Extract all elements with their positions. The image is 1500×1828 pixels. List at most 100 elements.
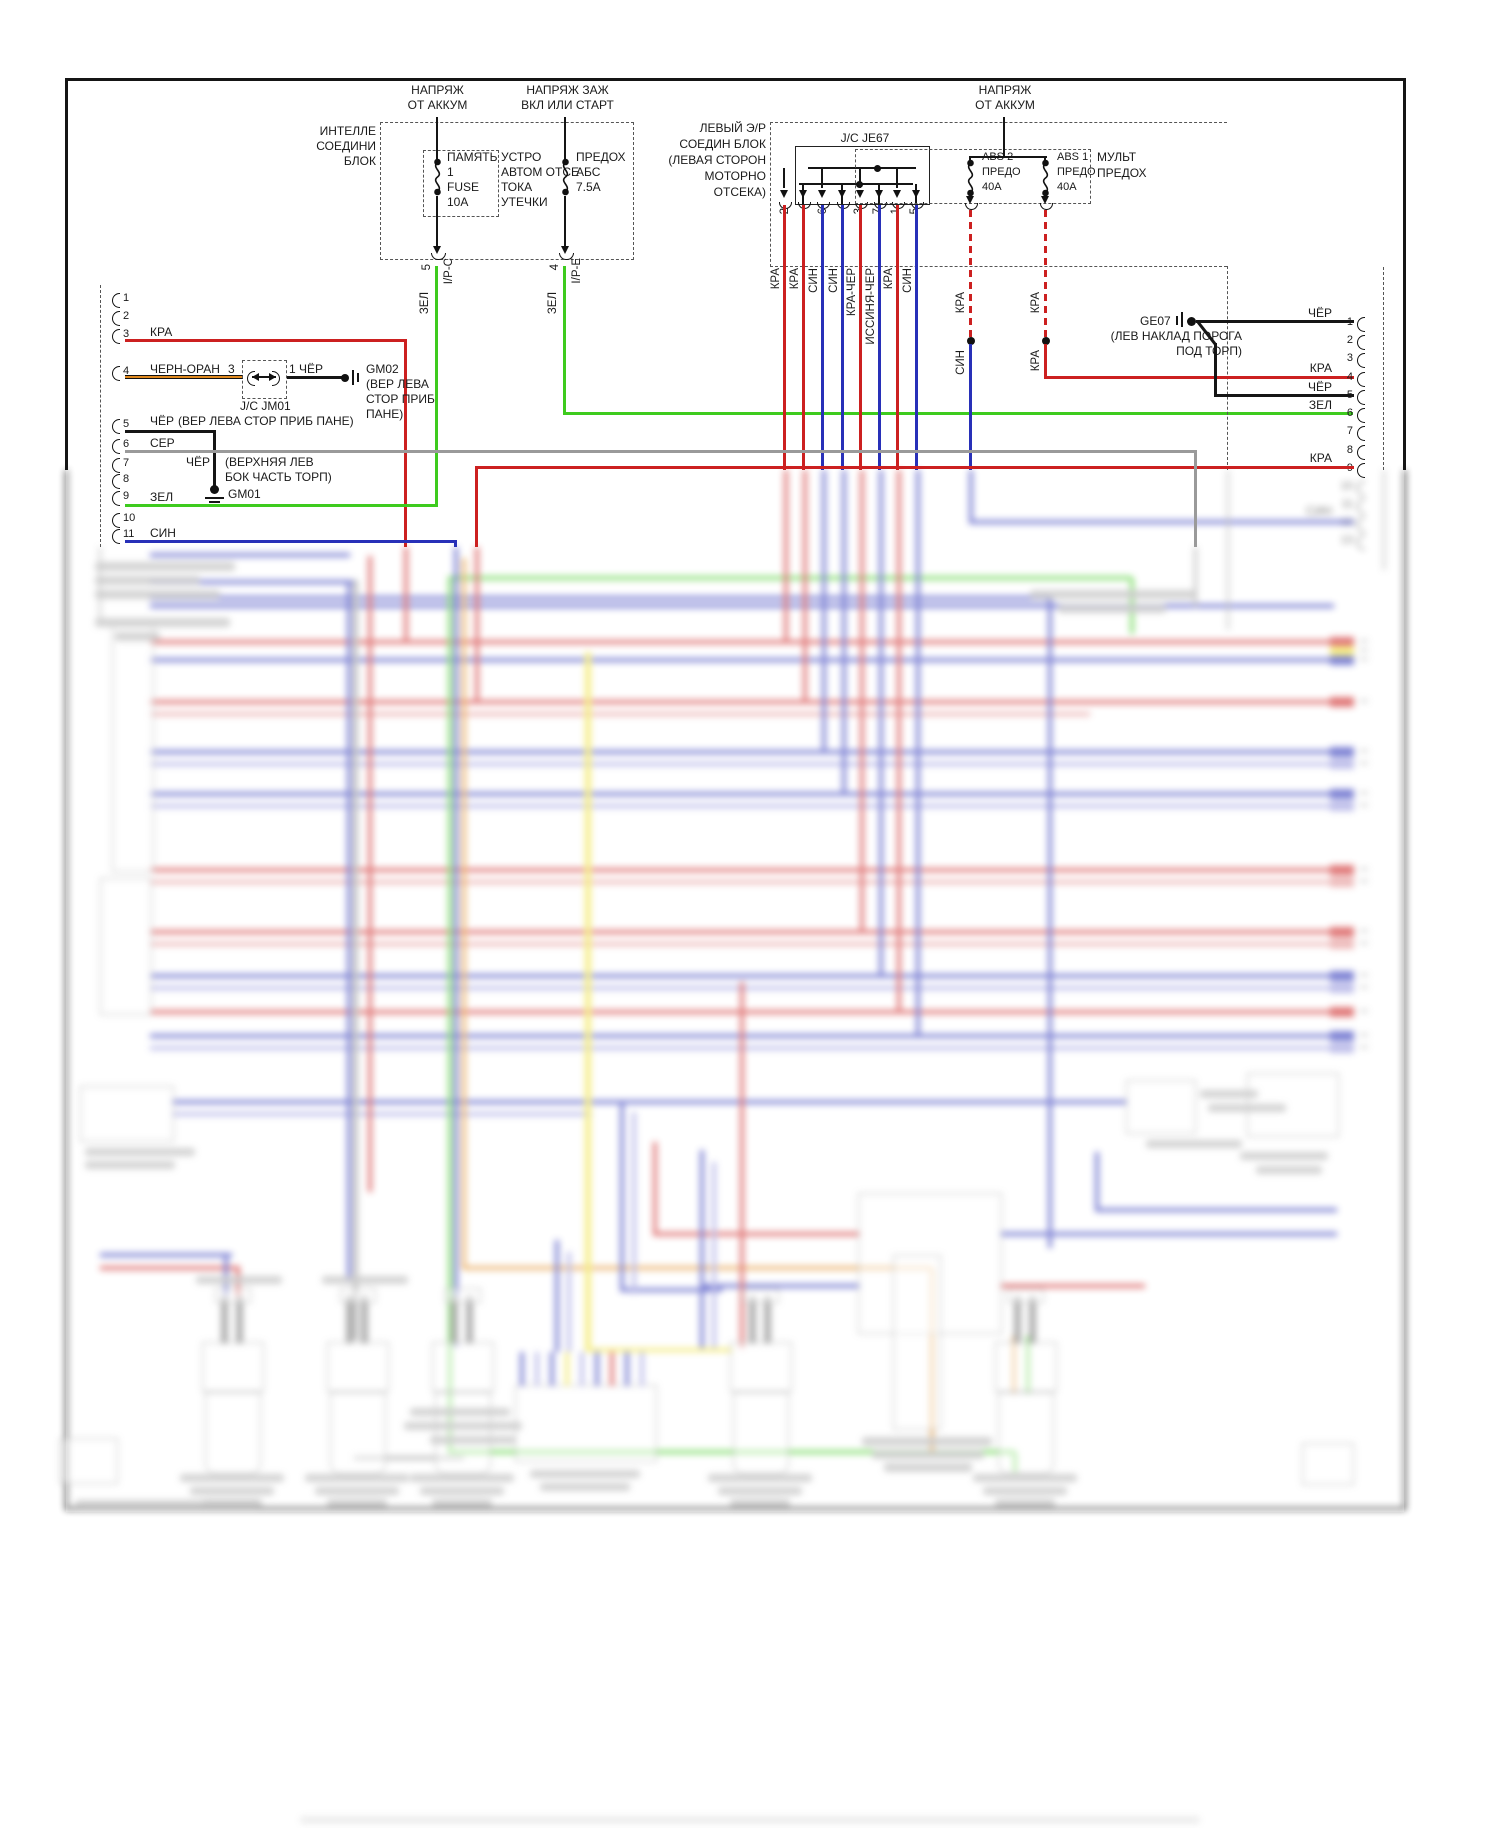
blurred-wire bbox=[454, 547, 458, 1347]
label-wire_labels-7: СИН bbox=[902, 268, 914, 293]
blurred-component-body bbox=[435, 1392, 491, 1474]
wire bbox=[357, 373, 359, 382]
blurred-wire bbox=[1000, 1232, 1337, 1236]
label-fuse_abs1-2: 40A bbox=[1057, 181, 1077, 193]
label-fuse_abs1-0: ABS 1 bbox=[1057, 151, 1089, 163]
blurred-text bbox=[95, 562, 235, 571]
label-fuse_memory-3: 10A bbox=[447, 195, 469, 209]
blurred-connector-stub bbox=[1330, 927, 1354, 937]
fuse-icon bbox=[557, 158, 574, 196]
arrow-down-icon bbox=[432, 246, 441, 254]
left-pin-number: 11 bbox=[123, 528, 135, 540]
blurred-connector-stub bbox=[1330, 646, 1354, 656]
left-pin-number: 8 bbox=[123, 473, 130, 485]
wire-red-abs1 bbox=[1044, 344, 1047, 378]
label-leak_note-2: ТОКА bbox=[501, 180, 533, 194]
blurred-hatch bbox=[466, 1296, 473, 1344]
dashed-boundary bbox=[100, 285, 101, 547]
blurred-wire bbox=[595, 1352, 599, 1386]
connector-cup-icon bbox=[430, 253, 446, 260]
blurred-text bbox=[410, 1474, 514, 1482]
blurred-text bbox=[327, 1499, 387, 1507]
wire bbox=[783, 168, 785, 188]
jc-wire bbox=[782, 205, 786, 470]
blurred-tick bbox=[1360, 658, 1368, 660]
blurred-text bbox=[1146, 1140, 1242, 1148]
memory-fuse-box bbox=[423, 150, 499, 217]
blurred-wire bbox=[620, 1100, 624, 1292]
dashed-boundary bbox=[1383, 267, 1384, 470]
blurred-text bbox=[432, 1499, 492, 1507]
blurred-wire bbox=[1026, 1336, 1030, 1394]
wire bbox=[454, 540, 457, 547]
label-wire_labels-4: КРА-ЧЁР bbox=[846, 268, 858, 317]
label-mult_fuse-abs1_wire_top: КРА bbox=[1030, 292, 1042, 314]
blurred-text bbox=[995, 1499, 1055, 1507]
blurred-text bbox=[85, 1161, 175, 1169]
blurred-wire bbox=[1095, 1152, 1099, 1212]
wire bbox=[209, 501, 220, 503]
pin-bracket-icon bbox=[112, 458, 120, 473]
dashed-boundary bbox=[770, 266, 1227, 267]
blurred-wire bbox=[150, 640, 1334, 644]
label-ge07-name: GE07 bbox=[1140, 314, 1171, 328]
blurred-connector-stub bbox=[1330, 865, 1354, 875]
blurred-wire bbox=[803, 470, 807, 704]
dashed-boundary bbox=[1227, 266, 1228, 470]
blurred-wire bbox=[1194, 547, 1197, 607]
pin-bracket-icon bbox=[1357, 372, 1365, 387]
pin-bracket-icon bbox=[112, 419, 120, 434]
left-pin-number: 5 bbox=[123, 418, 130, 430]
blurred-component-box bbox=[100, 878, 152, 1015]
blurred-wire bbox=[585, 652, 591, 1352]
label-gm02-name: GM02 bbox=[366, 362, 399, 376]
label-left_connector-wire5b: ЧЁР bbox=[185, 455, 210, 469]
label-jm01-name: J/C JM01 bbox=[240, 399, 291, 413]
blurred-hatch bbox=[749, 1296, 756, 1344]
blurred-text bbox=[95, 590, 220, 599]
blurred-text bbox=[530, 1470, 640, 1478]
fuse-icon bbox=[962, 159, 979, 197]
blurred-wire bbox=[404, 547, 408, 644]
blurred-wire bbox=[462, 1266, 932, 1270]
label-right_connector-wire6: ЗЕЛ bbox=[1308, 398, 1332, 412]
blurred-component-box bbox=[80, 1086, 174, 1142]
blurred-wire bbox=[535, 1352, 539, 1386]
wire-green-ipc bbox=[435, 266, 438, 507]
blurred-wire bbox=[653, 1232, 860, 1236]
pin-bracket-icon bbox=[1357, 390, 1365, 405]
blurred-text bbox=[322, 1276, 408, 1284]
dashed-boundary bbox=[770, 122, 771, 267]
blurred-component-cap bbox=[743, 1288, 779, 1303]
wire-black-pin5 bbox=[125, 430, 215, 433]
arrow-down-icon bbox=[911, 190, 920, 198]
blurred-wire bbox=[353, 580, 358, 1340]
blurred-wire bbox=[700, 1150, 704, 1348]
jc-wire bbox=[801, 205, 805, 470]
blurred-wire bbox=[150, 974, 1334, 978]
blurred-tick bbox=[1360, 792, 1368, 794]
blurred-connector-stub bbox=[1330, 939, 1354, 949]
jc-wire bbox=[895, 205, 899, 470]
blurred-hatch bbox=[451, 1296, 458, 1344]
blurred-text bbox=[115, 632, 160, 641]
blurred-wire bbox=[150, 604, 1334, 608]
wire bbox=[1003, 117, 1005, 157]
jc-wire bbox=[914, 205, 918, 470]
junction-dot bbox=[873, 164, 881, 172]
pin-bracket-icon bbox=[112, 293, 120, 308]
label-fuse_abs2-1: ПРЕДО bbox=[982, 166, 1021, 178]
label-out2-pin: 4 bbox=[549, 264, 561, 271]
wire-black-pin5 bbox=[1214, 394, 1354, 397]
blurred-wire bbox=[150, 658, 1334, 662]
blurred-tick bbox=[1360, 868, 1368, 870]
blurred-tick bbox=[1360, 1046, 1368, 1048]
label-leak_note-1: АВТОМ ОТСЕ bbox=[501, 165, 579, 179]
label-loc_lines-1: ПОД ТОРП) bbox=[1176, 344, 1242, 358]
blurred-connector-stub bbox=[1330, 1007, 1354, 1017]
left-pin-number: 6 bbox=[123, 438, 130, 450]
blurred-component-box bbox=[1302, 1443, 1354, 1485]
blurred-text bbox=[190, 1487, 274, 1495]
arrow-right-icon bbox=[269, 373, 276, 381]
